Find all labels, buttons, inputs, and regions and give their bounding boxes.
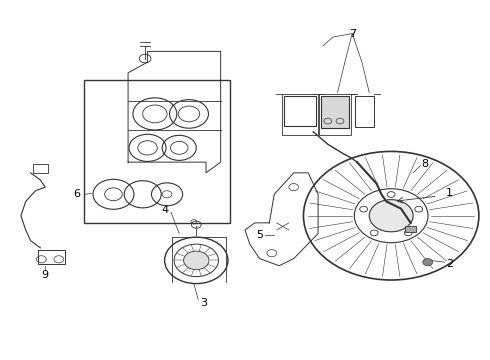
Circle shape [360,206,368,212]
Circle shape [184,251,209,270]
Bar [33,164,48,173]
Text: 5: 5 [256,230,263,240]
Text: 7: 7 [348,28,356,39]
Bar [318,94,351,135]
Text: 9: 9 [42,270,49,280]
Bar [355,96,374,127]
Text: 8: 8 [422,159,429,169]
Bar [84,80,230,223]
Circle shape [370,230,378,236]
Circle shape [423,258,433,266]
Circle shape [369,200,413,232]
Text: 6: 6 [74,189,80,199]
Circle shape [415,206,422,212]
Bar [284,96,316,126]
Bar [405,226,416,232]
Text: 3: 3 [200,298,207,308]
Text: 1: 1 [446,188,453,198]
Bar [320,96,349,128]
Bar [282,94,318,135]
Text: 4: 4 [161,205,168,215]
Circle shape [404,230,412,236]
Bar [38,249,65,264]
Text: 2: 2 [446,259,453,269]
Circle shape [387,192,395,197]
